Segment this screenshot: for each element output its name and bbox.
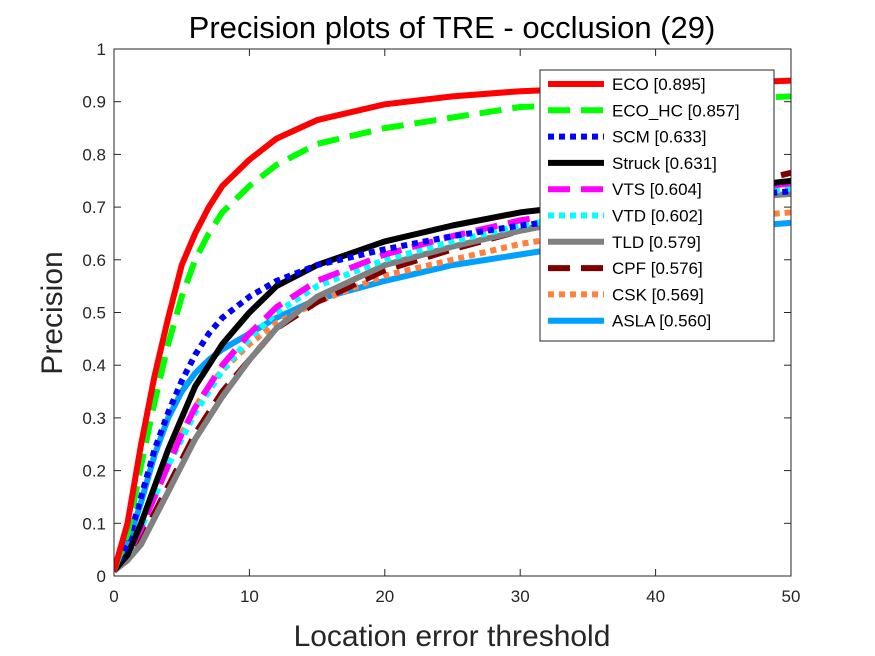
y-tick-label: 0.1 bbox=[82, 514, 106, 533]
x-axis-title: Location error threshold bbox=[294, 620, 611, 653]
legend-label: ASLA [0.560] bbox=[612, 312, 711, 331]
y-tick-label: 0.3 bbox=[82, 409, 106, 428]
legend-label: VTS [0.604] bbox=[612, 180, 702, 199]
y-axis-title: Precision bbox=[36, 251, 69, 374]
x-tick-label: 10 bbox=[240, 587, 259, 606]
chart-title: Precision plots of TRE - occlusion (29) bbox=[189, 10, 716, 45]
y-tick-label: 0.6 bbox=[82, 251, 106, 270]
legend-label: TLD [0.579] bbox=[612, 233, 701, 252]
y-tick-label: 0.8 bbox=[82, 145, 106, 164]
legend-label: CSK [0.569] bbox=[612, 285, 704, 304]
legend-box bbox=[539, 69, 775, 342]
y-tick-label: 0.5 bbox=[82, 304, 106, 323]
x-tick-label: 50 bbox=[782, 587, 801, 606]
y-tick-label: 0.4 bbox=[82, 356, 106, 375]
x-tick-label: 0 bbox=[109, 587, 118, 606]
legend-label: VTD [0.602] bbox=[612, 207, 703, 226]
y-tick-label: 0.2 bbox=[82, 462, 106, 481]
series-layer bbox=[114, 77, 791, 574]
legend-label: ECO [0.895] bbox=[612, 75, 706, 94]
legend-label: CPF [0.576] bbox=[612, 259, 703, 278]
y-tick-label: 1 bbox=[97, 40, 106, 59]
legend-label: ECO_HC [0.857] bbox=[612, 101, 740, 120]
axes-layer: 0 10 20 30 40 50 0 0.1 0.2 0.3 0.4 0.5 0.6 0.7 0.8 0.9 1 bbox=[82, 40, 800, 606]
y-tick-label: 0 bbox=[97, 567, 106, 586]
y-tick-label: 0.7 bbox=[82, 198, 106, 217]
x-tick-label: 30 bbox=[511, 587, 530, 606]
x-tick-label: 40 bbox=[646, 587, 665, 606]
x-tick-label: 20 bbox=[375, 587, 394, 606]
y-tick-label: 0.9 bbox=[82, 93, 106, 112]
legend-label: Struck [0.631] bbox=[612, 154, 717, 173]
legend-label: SCM [0.633] bbox=[612, 128, 707, 147]
legend: ECO [0.895] ECO_HC [0.857] SCM [0.633] Stru… bbox=[539, 69, 775, 342]
